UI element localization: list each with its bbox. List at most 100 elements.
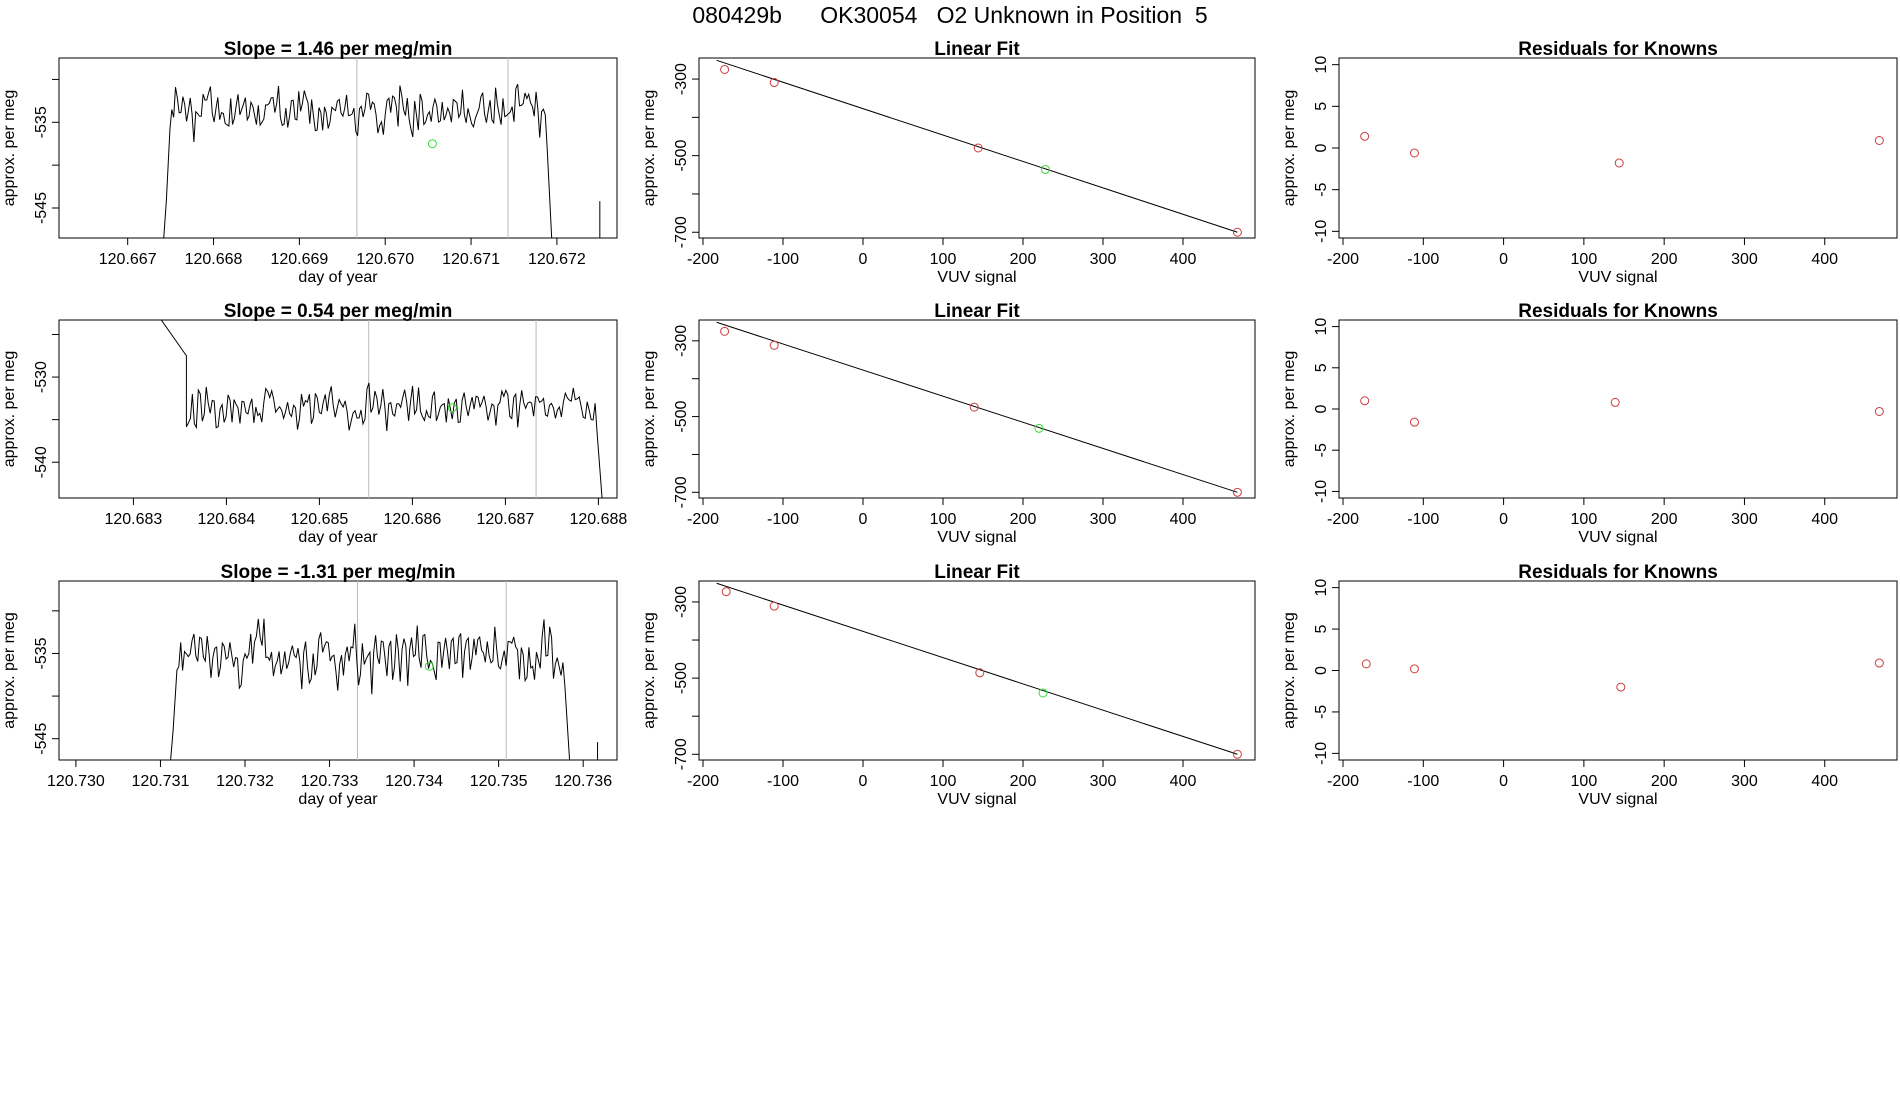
x-axis-label: VUV signal (1578, 269, 1657, 286)
y-tick-label: -10 (1313, 480, 1330, 503)
y-axis-label: approx. per meg (1, 612, 18, 729)
x-tick-label: 120.683 (104, 511, 162, 528)
y-tick-label: 5 (1313, 363, 1330, 372)
y-tick-label: -300 (673, 586, 690, 618)
x-tick-label: 120.686 (383, 511, 441, 528)
x-tick-label: 300 (1731, 251, 1758, 268)
chart-timeseries-row-3: Slope = -1.31 per meg/min 120.730 120.731 1… (1, 562, 618, 808)
x-tick-label: 400 (1170, 251, 1197, 268)
y-tick-label: 0 (1313, 143, 1330, 152)
y-tick-label: -10 (1313, 742, 1330, 765)
series-line (163, 83, 553, 238)
unknown-point (1034, 423, 1044, 433)
x-tick-label: 120.672 (528, 251, 586, 268)
y-tick-label: -535 (33, 637, 50, 669)
x-tick-label: 100 (1571, 511, 1598, 528)
x-tick-label: 0 (1499, 773, 1508, 790)
known-point (973, 143, 983, 153)
x-tick-label: 120.736 (554, 773, 612, 790)
y-tick-label: -5 (1313, 705, 1330, 719)
y-tick-label: -535 (33, 106, 50, 138)
x-tick-label: -200 (687, 251, 719, 268)
x-axis-label: VUV signal (937, 791, 1016, 808)
unknown-point (1040, 164, 1050, 174)
series-line (160, 320, 603, 498)
y-tick-label: -700 (673, 216, 690, 248)
x-tick-label: 120.670 (356, 251, 414, 268)
y-tick-label: 5 (1313, 102, 1330, 111)
y-tick-label: -10 (1313, 220, 1330, 243)
residual-point (1610, 397, 1620, 407)
residual-point (1360, 131, 1370, 141)
x-tick-label: -200 (1327, 511, 1359, 528)
y-tick-label: 10 (1313, 318, 1330, 336)
x-tick-label: -200 (1327, 251, 1359, 268)
x-axis-label: VUV signal (1578, 791, 1657, 808)
plot-area (716, 59, 1242, 237)
x-tick-label: 200 (1010, 773, 1037, 790)
plot-title: Residuals for Knowns (1518, 39, 1718, 60)
plot-area (716, 582, 1242, 759)
x-tick-label: 200 (1651, 773, 1678, 790)
x-tick-label: -100 (767, 773, 799, 790)
plot-frame (1338, 57, 1898, 239)
residual-point (1874, 406, 1884, 416)
known-point (720, 326, 730, 336)
x-tick-label: 400 (1811, 773, 1838, 790)
x-tick-label: 300 (1731, 511, 1758, 528)
plot-frame (1338, 580, 1898, 761)
chart-fit-row-1: Linear Fit -200 -100 0 100 200 300 400 VUV signa… (641, 39, 1256, 286)
residual-point (1614, 158, 1624, 168)
plot-title: Slope = 0.54 per meg/min (224, 301, 453, 322)
x-axis-label: VUV signal (937, 529, 1016, 546)
y-tick-label: -5 (1313, 182, 1330, 196)
y-tick-label: -545 (33, 723, 50, 755)
x-tick-label: 100 (1571, 773, 1598, 790)
residual-point (1409, 417, 1419, 427)
plot-frame (58, 319, 618, 499)
known-point (721, 587, 731, 597)
page-title: 080429b OK30054 O2 Unknown in Position 5 (692, 2, 1208, 28)
x-tick-label: 120.671 (442, 251, 500, 268)
y-axis-label: approx. per meg (1281, 351, 1298, 468)
residual-point (1874, 658, 1884, 668)
x-tick-label: -100 (1407, 773, 1439, 790)
plot-area (716, 321, 1242, 497)
y-axis-label: approx. per meg (1281, 612, 1298, 729)
fit-line (716, 582, 1238, 755)
fit-line (716, 321, 1238, 493)
x-tick-label: 400 (1811, 511, 1838, 528)
x-tick-label: 120.667 (99, 251, 157, 268)
x-tick-label: -200 (687, 773, 719, 790)
chart-residuals-row-3: Residuals for Knowns-200 -100 0 100 200 300 40… (1281, 562, 1898, 808)
plot-title: Slope = -1.31 per meg/min (221, 562, 456, 583)
plot-title: Linear Fit (934, 562, 1020, 583)
known-point (975, 668, 985, 678)
chart-residuals-row-2: Residuals for Knowns-200 -100 0 100 200 300 40… (1281, 301, 1898, 546)
chart-timeseries-row-2: Slope = 0.54 per meg/min 120.683 120.684 12… (1, 301, 627, 546)
x-tick-label: 120.734 (385, 773, 443, 790)
fit-line (716, 59, 1238, 233)
x-tick-label: 120.688 (569, 511, 627, 528)
y-axis-label: approx. per meg (641, 612, 658, 729)
x-tick-label: 300 (1731, 773, 1758, 790)
y-tick-label: -500 (673, 400, 690, 432)
known-point (1232, 487, 1242, 497)
x-tick-label: 120.732 (216, 773, 274, 790)
plot-title: Residuals for Knowns (1518, 301, 1718, 322)
x-tick-label: 200 (1010, 511, 1037, 528)
x-tick-label: 400 (1811, 251, 1838, 268)
plot-area (160, 320, 603, 498)
unknown-point (1038, 688, 1048, 698)
x-tick-label: -100 (1407, 511, 1439, 528)
x-axis-label: day of year (298, 529, 378, 546)
x-axis-label: day of year (298, 791, 378, 808)
y-tick-label: 0 (1313, 666, 1330, 675)
x-axis-label: VUV signal (1578, 529, 1657, 546)
residual-point (1361, 659, 1371, 669)
x-tick-label: 100 (930, 773, 957, 790)
x-tick-label: 300 (1090, 511, 1117, 528)
unknown-mean-marker (447, 403, 457, 413)
y-axis-label: approx. per meg (1, 351, 18, 468)
x-tick-label: 120.733 (301, 773, 359, 790)
